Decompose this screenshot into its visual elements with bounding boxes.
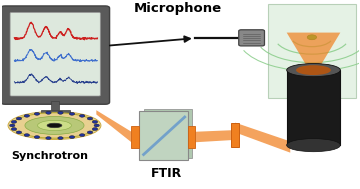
Circle shape (46, 137, 51, 139)
Circle shape (16, 131, 22, 134)
Circle shape (58, 112, 63, 114)
Circle shape (69, 136, 75, 139)
Circle shape (94, 124, 99, 127)
Ellipse shape (12, 113, 97, 138)
Circle shape (92, 128, 98, 130)
FancyBboxPatch shape (1, 6, 109, 104)
Polygon shape (235, 123, 290, 153)
Ellipse shape (287, 139, 340, 152)
Circle shape (80, 114, 85, 117)
Ellipse shape (8, 112, 101, 139)
Circle shape (69, 112, 75, 115)
Circle shape (46, 112, 51, 114)
Circle shape (87, 131, 93, 134)
Bar (144, 109, 192, 158)
Circle shape (24, 114, 30, 117)
Circle shape (34, 112, 40, 115)
Ellipse shape (25, 117, 84, 134)
Bar (188, 126, 195, 148)
Polygon shape (96, 110, 131, 142)
Bar (131, 126, 139, 148)
Text: Microphone: Microphone (134, 2, 222, 15)
Circle shape (16, 117, 22, 120)
Ellipse shape (37, 120, 71, 131)
Circle shape (58, 137, 63, 139)
Text: FTIR: FTIR (150, 167, 182, 180)
Circle shape (11, 120, 17, 123)
Bar (41, 110, 69, 114)
FancyBboxPatch shape (268, 5, 356, 98)
Circle shape (24, 134, 30, 136)
Circle shape (11, 128, 17, 130)
Polygon shape (287, 33, 340, 70)
Ellipse shape (47, 123, 62, 128)
Polygon shape (195, 130, 238, 142)
Bar (287, 70, 340, 145)
Circle shape (87, 117, 93, 120)
Circle shape (10, 124, 15, 127)
Bar (231, 123, 239, 147)
Text: Synchrotron: Synchrotron (11, 151, 88, 161)
Ellipse shape (287, 64, 340, 77)
Bar (51, 101, 59, 110)
Circle shape (307, 35, 316, 40)
Circle shape (92, 120, 98, 123)
FancyBboxPatch shape (239, 30, 265, 46)
Ellipse shape (296, 65, 331, 75)
Bar (139, 111, 188, 160)
FancyBboxPatch shape (10, 12, 100, 96)
Circle shape (80, 134, 85, 136)
Circle shape (34, 136, 40, 139)
